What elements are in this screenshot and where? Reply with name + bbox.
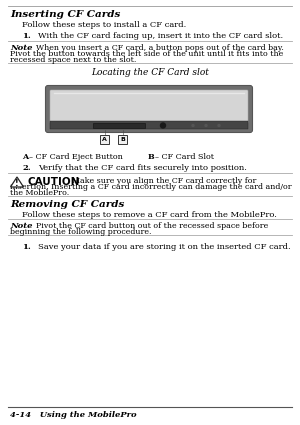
Text: Removing CF Cards: Removing CF Cards [10, 200, 125, 209]
Text: Note: Note [10, 44, 32, 52]
Bar [93, 123, 145, 128]
Text: Inserting CF Cards: Inserting CF Cards [10, 10, 120, 19]
Text: A: A [22, 153, 28, 161]
Text: 1.: 1. [22, 243, 31, 251]
Text: Pivot the CF card button out of the recessed space before: Pivot the CF card button out of the rece… [36, 222, 268, 230]
Text: Make sure you align the CF card correctly for: Make sure you align the CF card correctl… [72, 177, 256, 185]
FancyBboxPatch shape [46, 85, 253, 133]
Text: CAUTION: CAUTION [27, 177, 80, 187]
Circle shape [160, 123, 166, 128]
Text: Follow these steps to install a CF card.: Follow these steps to install a CF card. [22, 21, 186, 29]
Text: A: A [102, 137, 107, 142]
Text: Follow these steps to remove a CF card from the MobilePro.: Follow these steps to remove a CF card f… [22, 211, 277, 219]
Text: beginning the following procedure.: beginning the following procedure. [10, 228, 152, 236]
Text: – CF Card Eject Button: – CF Card Eject Button [29, 153, 123, 161]
Text: recessed space next to the slot.: recessed space next to the slot. [10, 56, 136, 64]
FancyBboxPatch shape [50, 90, 248, 123]
Text: When you insert a CF card, a button pops out of the card bay.: When you insert a CF card, a button pops… [36, 44, 284, 52]
Text: With the CF card facing up, insert it into the CF card slot.: With the CF card facing up, insert it in… [38, 32, 283, 40]
Text: the MobilePro.: the MobilePro. [10, 189, 69, 197]
Text: B: B [148, 153, 155, 161]
Text: !: ! [15, 179, 19, 188]
Text: Locating the CF Card slot: Locating the CF Card slot [91, 68, 209, 77]
Circle shape [218, 125, 220, 127]
Circle shape [192, 125, 194, 127]
Polygon shape [11, 177, 23, 187]
Text: 1.: 1. [22, 32, 31, 40]
Text: 2.: 2. [22, 164, 31, 172]
Text: 4-14   Using the MobilePro: 4-14 Using the MobilePro [10, 411, 136, 419]
Text: insertion. Inserting a CF card incorrectly can damage the card and/or: insertion. Inserting a CF card incorrect… [10, 183, 292, 191]
Text: Pivot the button towards the left side of the unit until it fits into the: Pivot the button towards the left side o… [10, 50, 283, 58]
Text: Verify that the CF card fits securely into position.: Verify that the CF card fits securely in… [38, 164, 247, 172]
Bar [100, 135, 109, 144]
Text: Save your data if you are storing it on the inserted CF card.: Save your data if you are storing it on … [38, 243, 291, 251]
Text: B: B [120, 137, 125, 142]
Text: Note: Note [10, 222, 32, 230]
Bar [50, 121, 248, 129]
Bar [118, 135, 127, 144]
Text: – CF Card Slot: – CF Card Slot [155, 153, 214, 161]
Circle shape [205, 125, 207, 127]
